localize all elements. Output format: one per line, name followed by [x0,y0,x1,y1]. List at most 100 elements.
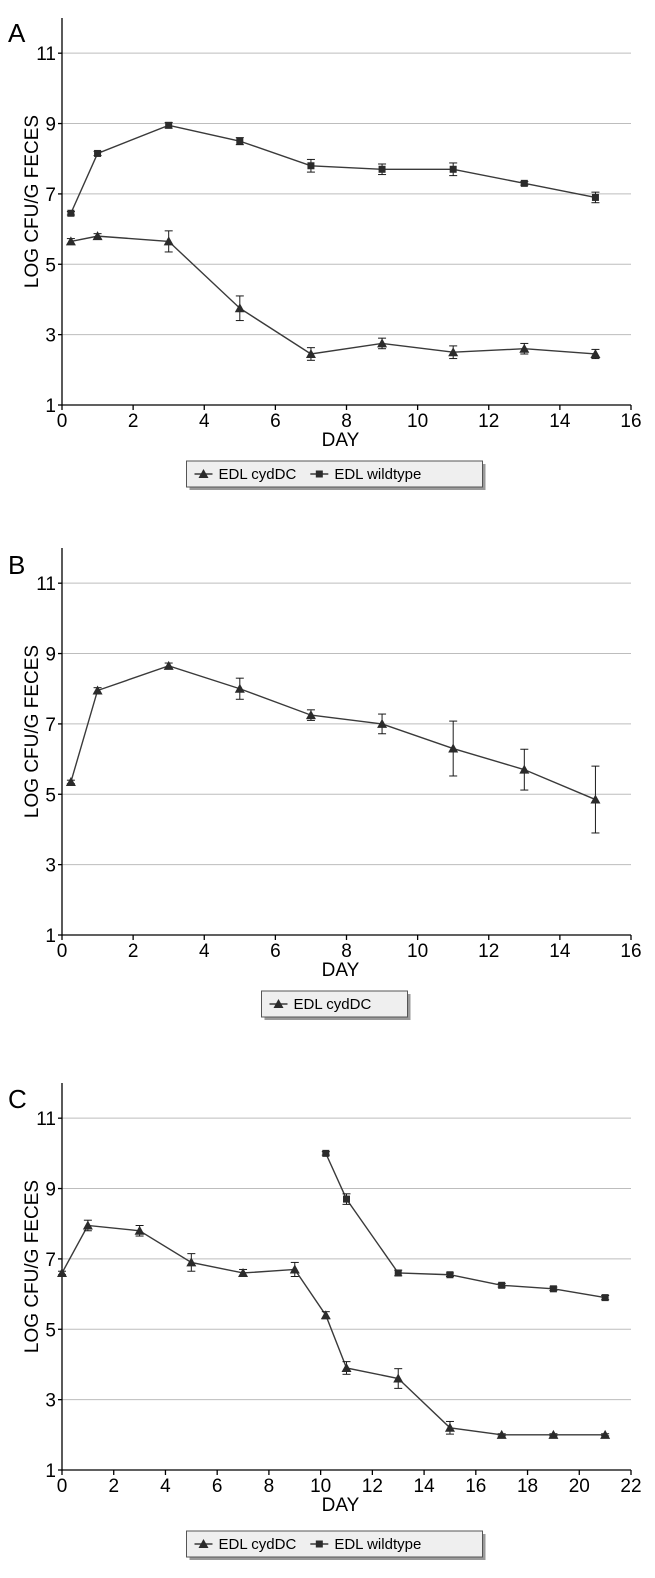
data-point [549,1285,557,1293]
data-point [236,137,244,145]
legend-marker [198,469,209,478]
x-tick-label: 14 [414,1476,436,1497]
data-point [322,1149,330,1157]
data-point [444,1422,455,1432]
series-line [70,665,596,801]
data-point [57,1267,67,1277]
x-axis-title: DAY [322,430,360,451]
x-tick-label: 16 [620,941,641,962]
x-tick-label: 18 [517,1476,538,1497]
data-point [82,1220,93,1230]
series-cyddc [65,660,601,834]
panel-letter: A [8,18,26,48]
data-point [446,1271,454,1279]
data-point [394,1269,402,1277]
data-point [289,1264,300,1274]
data-point [92,231,103,241]
data-point [519,764,530,774]
data-point [377,718,388,728]
data-point [163,236,174,246]
x-tick-label: 2 [108,1476,119,1497]
series-cyddc [57,1219,611,1439]
x-tick-label: 12 [478,411,499,432]
data-point [305,348,316,358]
y-axis-title: LOG CFU/G FECES [22,645,43,818]
x-tick-label: 12 [362,1476,383,1497]
x-axis-title: DAY [322,1495,360,1516]
data-point [186,1257,197,1267]
data-point [307,162,315,170]
x-tick-label: 16 [465,1476,486,1497]
data-point [601,1294,609,1302]
data-point [449,165,457,173]
data-point [519,343,530,353]
y-tick-label: 11 [36,574,56,595]
legend-box [186,460,483,488]
x-tick-label: 2 [128,941,139,962]
panel-letter: B [8,550,25,580]
x-tick-label: 6 [270,941,281,962]
x-tick-label: 6 [270,411,281,432]
data-point [498,1281,506,1289]
legend-marker [273,999,284,1008]
x-tick-label: 8 [341,411,352,432]
chart-panel-b: B 1 3 5 7 9 11 0 2 4 6 8 10 12 14 16 DAY LOG CFU/G FECES E… [8,548,642,1020]
legend-label: EDL wildtype [334,1536,421,1553]
y-tick-label: 1 [45,1461,56,1482]
legend-marker [315,470,323,478]
data-point [65,236,76,246]
series-wildtype [66,121,600,217]
chart-panel-c: C 1 3 5 7 9 11 0 2 4 6 8 10 12 14 16 18 20 22 DAY LOG CFU/G … [8,1083,642,1560]
y-tick-label: 7 [45,185,56,206]
data-point [591,193,599,201]
y-tick-label: 3 [45,1391,56,1412]
data-point [590,794,601,804]
y-tick-label: 11 [36,1109,56,1130]
series-line [61,1224,606,1436]
legend-label: EDL cydDC [294,996,372,1013]
series-wildtype [321,1149,610,1302]
y-tick-label: 7 [45,715,56,736]
x-tick-label: 10 [407,941,428,962]
x-tick-label: 8 [341,941,352,962]
series-cyddc [65,230,601,361]
y-tick-label: 9 [45,645,56,666]
x-tick-label: 12 [478,941,499,962]
data-point [305,710,316,720]
data-point [234,683,245,693]
data-point [377,338,388,348]
data-point [448,743,459,753]
x-tick-label: 16 [620,411,641,432]
x-axis-title: DAY [322,960,360,981]
x-tick-label: 4 [199,941,210,962]
y-tick-label: 5 [45,785,56,806]
data-point [67,209,75,217]
legend-marker [315,1540,323,1548]
x-tick-label: 0 [57,1476,68,1497]
x-tick-label: 20 [569,1476,590,1497]
x-tick-label: 10 [310,1476,331,1497]
x-tick-label: 8 [264,1476,275,1497]
data-point [520,179,528,187]
data-point [238,1267,249,1277]
y-tick-label: 3 [45,326,56,347]
y-tick-label: 11 [36,44,56,65]
y-axis-title: LOG CFU/G FECES [22,1180,43,1353]
series-line [70,235,596,355]
data-point [343,1195,350,1203]
data-point [590,348,601,358]
data-point [600,1429,611,1439]
data-point [448,347,459,357]
data-point [92,685,103,695]
x-tick-label: 0 [57,941,68,962]
y-tick-label: 1 [45,926,56,947]
data-point [393,1373,404,1383]
legend-label: EDL cydDC [219,1536,297,1553]
y-tick-label: 9 [45,115,56,136]
data-point [165,121,173,129]
legend-label: EDL wildtype [334,466,421,483]
y-tick-label: 3 [45,856,56,877]
data-point [378,165,386,173]
legend: EDL cydDC [261,990,411,1020]
